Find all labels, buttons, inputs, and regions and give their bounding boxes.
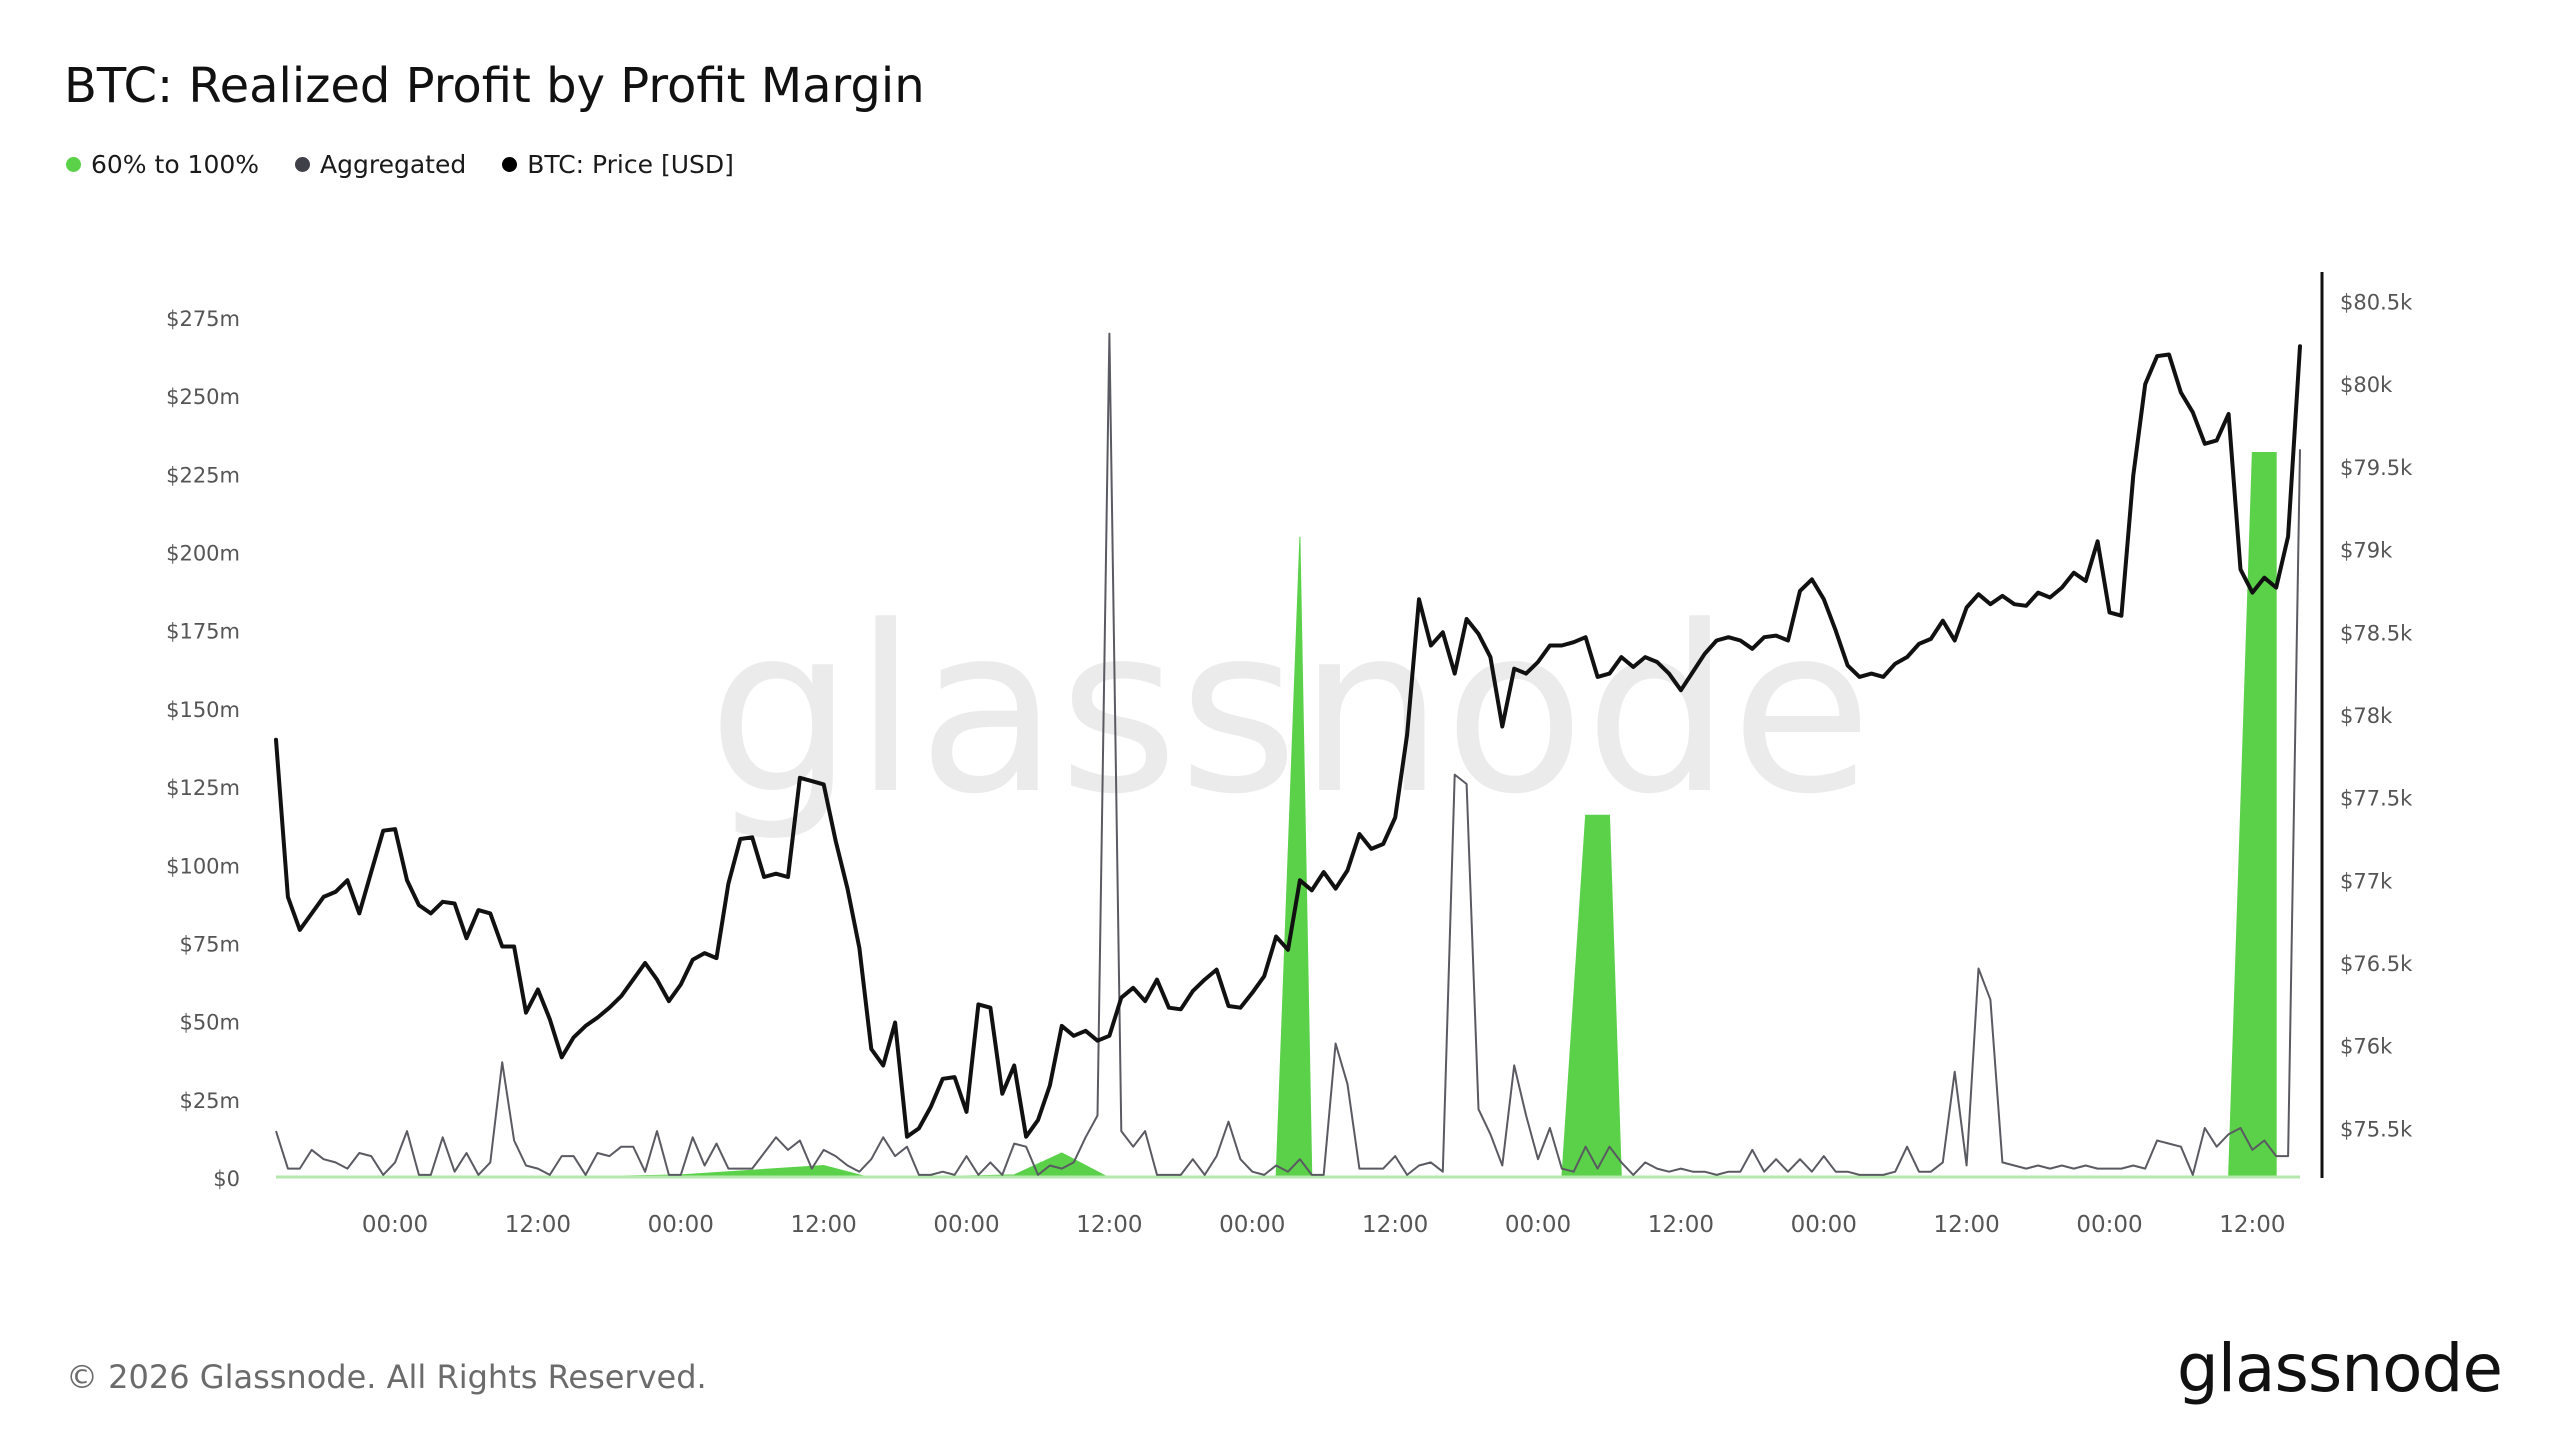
- left-tick-label: $175m: [166, 620, 240, 644]
- right-tick-label: $80k: [2340, 373, 2393, 397]
- x-tick-label: 00:00: [933, 1212, 999, 1238]
- x-tick-label: 00:00: [1219, 1212, 1285, 1238]
- left-tick-label: $100m: [166, 854, 240, 878]
- x-tick-label: 12:00: [1648, 1212, 1714, 1238]
- right-tick-label: $78k: [2340, 704, 2393, 728]
- legend: 60% to 100% Aggregated BTC: Price [USD]: [66, 150, 734, 179]
- right-tick-label: $77.5k: [2340, 787, 2413, 811]
- legend-dot-profit-margin: [66, 157, 81, 172]
- legend-label-price: BTC: Price [USD]: [527, 150, 734, 179]
- left-tick-label: $275m: [166, 307, 240, 331]
- legend-dot-aggregated: [295, 157, 311, 172]
- right-tick-label: $77k: [2340, 869, 2393, 893]
- left-tick-label: $200m: [166, 542, 240, 566]
- x-tick-label: 12:00: [1362, 1212, 1428, 1238]
- right-tick-label: $78.5k: [2340, 621, 2413, 645]
- x-axis: 00:00 12:00 00:00 12:00 00:00 12:00 00:00 12:00…: [362, 1212, 2286, 1238]
- right-axis: $75.5k $76k $76.5k $77k $77.5k $78k $78.5k $79k…: [2340, 291, 2413, 1142]
- legend-label-profit-margin: 60% to 100%: [91, 150, 260, 179]
- series-line-price: [274, 344, 2302, 1139]
- legend-item-profit-margin[interactable]: 60% to 100%: [66, 150, 259, 179]
- x-tick-label: 00:00: [1505, 1212, 1571, 1238]
- right-tick-label: $80.5k: [2340, 291, 2413, 315]
- chart-title: BTC: Realized Profit by Profit Margin: [64, 58, 925, 114]
- left-axis: $0 $25m $50m $75m $100m $125m $150m $175m $200m $…: [166, 307, 240, 1191]
- x-tick-label: 12:00: [2219, 1212, 2285, 1238]
- left-tick-label: $250m: [166, 385, 240, 409]
- right-tick-label: $75.5k: [2340, 1117, 2413, 1141]
- left-tick-label: $225m: [166, 463, 240, 487]
- left-tick-label: $150m: [166, 698, 240, 722]
- x-tick-label: 12:00: [1933, 1212, 1999, 1238]
- left-tick-label: $125m: [166, 776, 240, 800]
- brand-logo: glassnode: [2176, 1330, 2503, 1407]
- legend-item-price[interactable]: BTC: Price [USD]: [502, 150, 734, 179]
- x-tick-label: 00:00: [2076, 1212, 2142, 1238]
- x-tick-label: 12:00: [505, 1212, 571, 1238]
- legend-item-aggregated[interactable]: Aggregated: [295, 150, 466, 179]
- legend-label-aggregated: Aggregated: [320, 150, 467, 179]
- x-tick-label: 00:00: [362, 1212, 428, 1238]
- series-layer: [274, 332, 2302, 1179]
- right-tick-label: $79k: [2340, 539, 2393, 563]
- right-tick-label: $76k: [2340, 1035, 2393, 1059]
- left-tick-label: $0: [213, 1167, 240, 1191]
- right-tick-label: $76.5k: [2340, 952, 2413, 976]
- legend-dot-price: [502, 157, 518, 172]
- series-line-aggregated: [275, 332, 2301, 1176]
- left-tick-label: $50m: [179, 1011, 240, 1035]
- copyright-footer: © 2026 Glassnode. All Rights Reserved.: [66, 1358, 707, 1396]
- x-tick-label: 12:00: [791, 1212, 857, 1238]
- right-tick-label: $79.5k: [2340, 456, 2413, 480]
- x-tick-label: 12:00: [1076, 1212, 1142, 1238]
- left-tick-label: $25m: [179, 1089, 240, 1113]
- x-tick-label: 00:00: [1791, 1212, 1857, 1238]
- x-tick-label: 00:00: [648, 1212, 714, 1238]
- left-tick-label: $75m: [179, 932, 240, 956]
